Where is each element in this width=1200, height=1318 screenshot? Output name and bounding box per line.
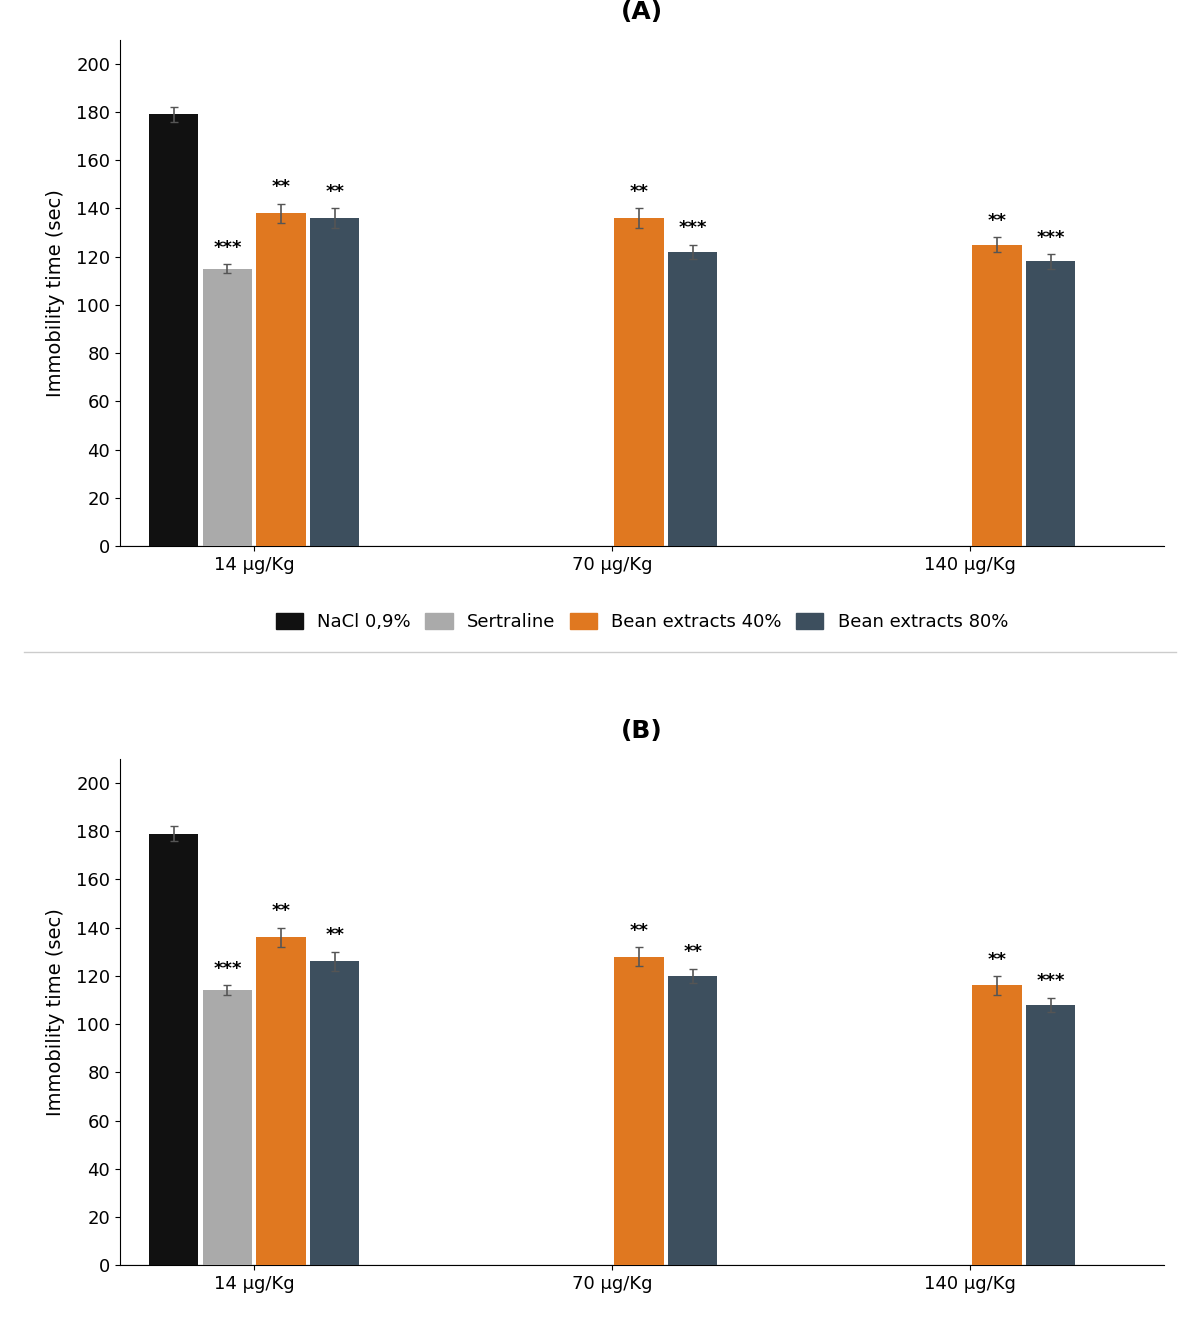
Bar xyxy=(972,986,1021,1265)
Text: ***: *** xyxy=(1037,229,1064,246)
Bar xyxy=(310,961,360,1265)
Bar xyxy=(972,245,1021,546)
Bar xyxy=(257,937,306,1265)
Text: ***: *** xyxy=(214,239,241,257)
Bar xyxy=(614,957,664,1265)
Text: ***: *** xyxy=(678,219,707,237)
Bar xyxy=(203,990,252,1265)
Bar xyxy=(614,217,664,546)
Text: **: ** xyxy=(630,183,648,202)
Bar xyxy=(149,833,198,1265)
Bar xyxy=(257,214,306,546)
Bar xyxy=(310,217,360,546)
Text: **: ** xyxy=(988,212,1007,231)
Text: **: ** xyxy=(630,921,648,940)
Legend: NaCl 0,9%, Sertraline, Bean extracts 40%, Bean extracts 80%: NaCl 0,9%, Sertraline, Bean extracts 40%… xyxy=(269,605,1015,638)
Bar xyxy=(203,269,252,546)
Text: **: ** xyxy=(325,183,344,202)
Bar xyxy=(668,975,718,1265)
Bar xyxy=(1026,261,1075,546)
Text: ***: *** xyxy=(214,961,241,978)
Text: **: ** xyxy=(271,903,290,920)
Text: **: ** xyxy=(683,944,702,961)
Title: (A): (A) xyxy=(620,0,664,24)
Bar xyxy=(149,115,198,546)
Y-axis label: Immobility time (sec): Immobility time (sec) xyxy=(46,908,65,1116)
Text: ***: *** xyxy=(1037,973,1064,990)
Bar xyxy=(668,252,718,546)
Text: **: ** xyxy=(325,927,344,945)
Title: (B): (B) xyxy=(622,718,662,743)
Y-axis label: Immobility time (sec): Immobility time (sec) xyxy=(46,188,65,397)
Text: **: ** xyxy=(271,178,290,196)
Bar xyxy=(1026,1004,1075,1265)
Text: **: ** xyxy=(988,950,1007,969)
